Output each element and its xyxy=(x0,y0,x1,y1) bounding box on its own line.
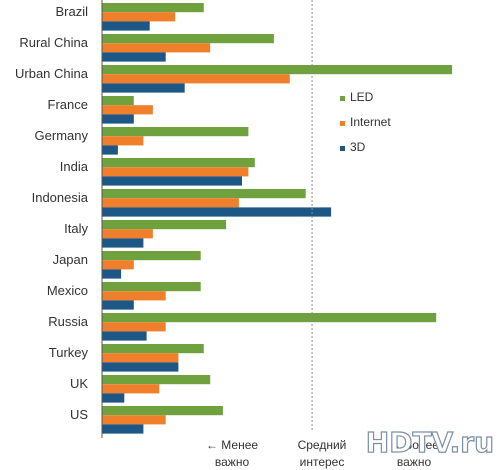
watermark-logo: HDTV.ru xyxy=(365,425,494,459)
category-label: Urban China xyxy=(15,66,89,81)
legend-swatch-internet xyxy=(340,121,345,126)
bar-3d-germany xyxy=(102,145,118,155)
category-label: Mexico xyxy=(47,283,88,298)
bar-3d-italy xyxy=(102,238,144,248)
bar-3d-japan xyxy=(102,269,122,279)
bar-internet-india xyxy=(102,167,249,177)
bar-internet-indonesia xyxy=(102,198,239,208)
bar-led-japan xyxy=(102,251,201,261)
bar-3d-urban-china xyxy=(102,83,185,93)
annotation-text: Средний xyxy=(298,438,347,452)
bar-led-india xyxy=(102,158,255,168)
bar-led-us xyxy=(102,406,223,416)
annotation-text: интерес xyxy=(300,455,345,469)
bar-led-germany xyxy=(102,127,249,137)
bar-internet-brazil xyxy=(102,12,176,22)
category-label: US xyxy=(70,407,88,422)
bar-3d-turkey xyxy=(102,362,179,372)
category-label: Russia xyxy=(48,314,89,329)
bar-3d-us xyxy=(102,424,144,434)
annotations: ← Менее важно Средний интерес → Более важно xyxy=(206,438,439,469)
bar-internet-mexico xyxy=(102,291,166,301)
bar-internet-urban-china xyxy=(102,74,290,84)
bar-3d-india xyxy=(102,176,242,186)
bar-internet-italy xyxy=(102,229,153,239)
bar-internet-france xyxy=(102,105,153,115)
category-label: Germany xyxy=(35,128,89,143)
bar-led-uk xyxy=(102,375,211,385)
annotation-text: ← Менее xyxy=(206,438,258,452)
legend-label-3d: 3D xyxy=(350,140,366,154)
legend: LED Internet 3D xyxy=(340,90,391,154)
category-label: UK xyxy=(70,376,88,391)
bar-internet-russia xyxy=(102,322,166,332)
bars-layer xyxy=(101,0,453,438)
bar-3d-russia xyxy=(102,331,147,341)
bar-led-rural-china xyxy=(102,34,274,44)
annotation-text: важно xyxy=(397,455,432,469)
category-labels: Brazil Rural China Urban China France German… xyxy=(15,4,89,422)
bar-led-brazil xyxy=(102,3,204,13)
category-label: Turkey xyxy=(49,345,89,360)
category-label: Rural China xyxy=(19,35,88,50)
bar-led-urban-china xyxy=(102,65,453,75)
bar-led-russia xyxy=(102,313,437,323)
bar-led-indonesia xyxy=(102,189,306,199)
annotation-text: → Более xyxy=(389,438,439,452)
bar-3d-france xyxy=(102,114,134,124)
category-label: France xyxy=(48,97,88,112)
bar-internet-uk xyxy=(102,384,160,394)
watermark-text: HDTV.ru xyxy=(366,426,494,459)
category-label: Indonesia xyxy=(32,190,89,205)
legend-swatch-led xyxy=(340,96,345,101)
bar-internet-turkey xyxy=(102,353,179,363)
legend-swatch-3d xyxy=(340,146,345,151)
category-label: Brazil xyxy=(55,4,88,19)
bar-3d-mexico xyxy=(102,300,134,310)
annotation-text: важно xyxy=(215,455,250,469)
bar-led-italy xyxy=(102,220,227,230)
bar-3d-rural-china xyxy=(102,52,166,62)
bar-3d-indonesia xyxy=(102,207,332,217)
bar-internet-germany xyxy=(102,136,144,146)
legend-label-led: LED xyxy=(350,90,374,104)
category-label: Japan xyxy=(53,252,88,267)
bar-internet-japan xyxy=(102,260,134,270)
bar-3d-uk xyxy=(102,393,125,403)
category-label: India xyxy=(60,159,89,174)
bar-led-france xyxy=(102,96,134,106)
category-label: Italy xyxy=(64,221,88,236)
bar-internet-us xyxy=(102,415,166,425)
bar-led-turkey xyxy=(102,344,204,354)
bar-led-mexico xyxy=(102,282,201,292)
bar-3d-brazil xyxy=(102,21,150,31)
legend-label-internet: Internet xyxy=(350,115,391,129)
bar-internet-rural-china xyxy=(102,43,211,53)
